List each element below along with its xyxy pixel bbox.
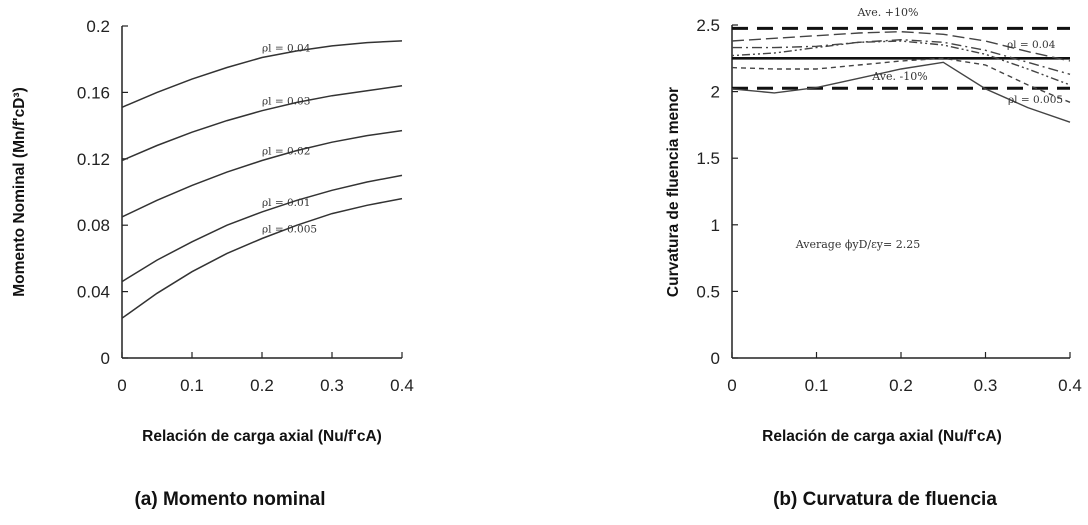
chart-a-y-axis-label: Momento Nominal (Mn/f'cD³) [11, 87, 28, 296]
chart-a-series-line-2 [121, 129, 403, 218]
chart-b-x-axis-label: Relación de carga axial (Nu/f'cA) [762, 428, 1002, 445]
chart-b-series-line-4 [731, 61, 1071, 123]
chart-b-y-tick-label: 1.5 [696, 149, 720, 168]
chart-b-x-tick-label: 0.2 [889, 376, 913, 395]
chart-b-x-tick-label: 0.4 [1058, 376, 1082, 395]
chart-momento-nominal: 0 0.1 0.2 0.3 0.4 0 0.04 0.08 0.12 0.16 0.2 ρl = 0… [11, 17, 414, 510]
chart-a-series-label-1: ρl = 0.03 [262, 96, 310, 108]
chart-b-x-tick-label: 0.1 [805, 376, 829, 395]
chart-a-series-label-3: ρl = 0.01 [262, 197, 310, 209]
chart-a-series-label-2: ρl = 0.02 [262, 145, 310, 157]
chart-a-y-tick-label: 0.12 [77, 150, 110, 169]
ref-label-plus10: Ave. +10% [857, 6, 919, 19]
chart-b-x-tick-label: 0 [727, 376, 736, 395]
chart-a-x-tick-label: 0 [117, 376, 126, 395]
chart-a-y-tick-label: 0.08 [77, 216, 110, 235]
chart-a-x-tick-label: 0.4 [390, 376, 414, 395]
chart-a-series-line-1 [121, 85, 403, 162]
chart-a-series-line-4 [121, 197, 403, 319]
chart-a-series-label-0: ρl = 0.04 [262, 43, 311, 55]
chart-b-series-line-0 [731, 30, 1071, 62]
chart-a-caption: (a) Momento nominal [134, 489, 325, 510]
chart-b-caption: (b) Curvatura de fluencia [773, 489, 997, 510]
chart-b-series-line-2 [731, 40, 1071, 86]
chart-a-x-tick-label: 0.2 [250, 376, 274, 395]
chart-b-x-tick-label: 0.3 [974, 376, 998, 395]
chart-b-y-tick-label: 0 [711, 349, 720, 368]
chart-b-y-tick-label: 2.5 [696, 16, 720, 35]
chart-a-y-tick-label: 0.04 [77, 283, 110, 302]
chart-b-y-axis-label: Curvatura de fluencia menor [665, 87, 682, 297]
ref-label-minus10: Ave. -10% [871, 70, 927, 83]
chart-a-x-tick-label: 0.1 [180, 376, 204, 395]
chart-a-series-line-3 [121, 174, 403, 283]
chart-b-series-line-3 [731, 57, 1071, 103]
chart-a-series-label-4: ρl = 0.005 [262, 223, 317, 235]
average-annotation: Average ϕyD/εy= 2.25 [795, 238, 920, 251]
chart-b-series-line-1 [732, 38, 1071, 75]
series-label-rho-0005: ρl = 0.005 [1008, 94, 1063, 106]
chart-a-y-tick-label: 0 [101, 349, 110, 368]
chart-a-series-line-0 [121, 40, 403, 108]
chart-b-y-tick-label: 0.5 [696, 282, 720, 301]
chart-a-x-tick-label: 0.3 [320, 376, 344, 395]
series-label-rho-004: ρl = 0.04 [1007, 39, 1056, 51]
chart-b-y-tick-label: 1 [711, 216, 720, 235]
chart-a-y-tick-label: 0.16 [77, 83, 110, 102]
chart-curvatura-fluencia: 0 0.1 0.2 0.3 0.4 0 0.5 1 1.5 2 2.5 Ave. +10% Ave.… [665, 6, 1082, 510]
chart-a-x-axis-label: Relación de carga axial (Nu/f'cA) [142, 428, 382, 445]
chart-b-y-tick-label: 2 [711, 83, 720, 102]
chart-a-y-tick-label: 0.2 [86, 17, 110, 36]
